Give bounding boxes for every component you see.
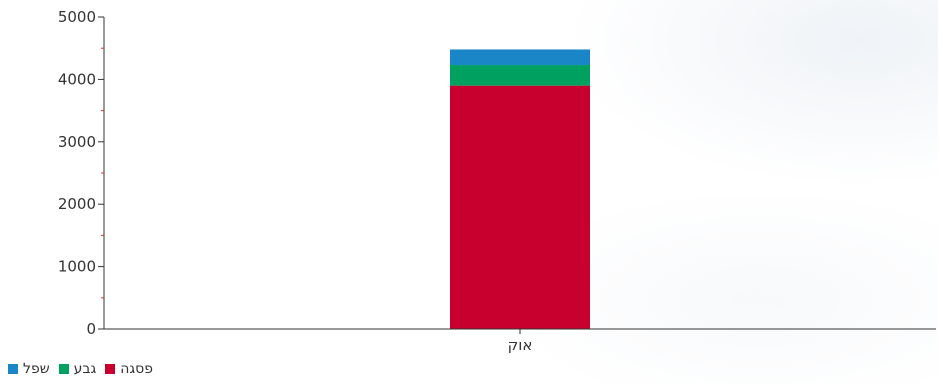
legend-item[interactable]: שפל	[8, 361, 50, 377]
y-axis: 0 1000 2000 3000 4000 5000	[58, 8, 105, 338]
y-tick-label: 0	[86, 320, 96, 338]
x-axis: אוק	[104, 328, 936, 354]
bar-segment-3[interactable]	[450, 49, 590, 66]
legend-swatch	[8, 364, 18, 374]
y-tick-label: 5000	[58, 8, 96, 26]
y-tick-label: 4000	[58, 70, 96, 88]
y-tick-label: 3000	[58, 133, 96, 151]
y-tick-label: 1000	[58, 258, 96, 276]
y-tick-label: 2000	[58, 195, 96, 213]
bars	[450, 49, 590, 329]
legend-item[interactable]: גבע	[58, 361, 97, 377]
legend-swatch	[105, 364, 116, 374]
legend: שפל גבע פסגה	[8, 361, 162, 377]
legend-label: פסגה	[120, 361, 154, 377]
bar-segment-1[interactable]	[450, 85, 590, 329]
legend-label: שפל	[23, 361, 50, 377]
legend-swatch	[58, 364, 69, 374]
x-category-label: אוק	[508, 336, 533, 354]
bar-segment-2[interactable]	[450, 65, 590, 86]
legend-label: גבע	[73, 361, 97, 377]
legend-item[interactable]: פסגה	[105, 361, 153, 377]
